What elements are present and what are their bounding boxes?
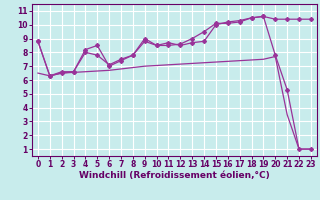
- X-axis label: Windchill (Refroidissement éolien,°C): Windchill (Refroidissement éolien,°C): [79, 171, 270, 180]
